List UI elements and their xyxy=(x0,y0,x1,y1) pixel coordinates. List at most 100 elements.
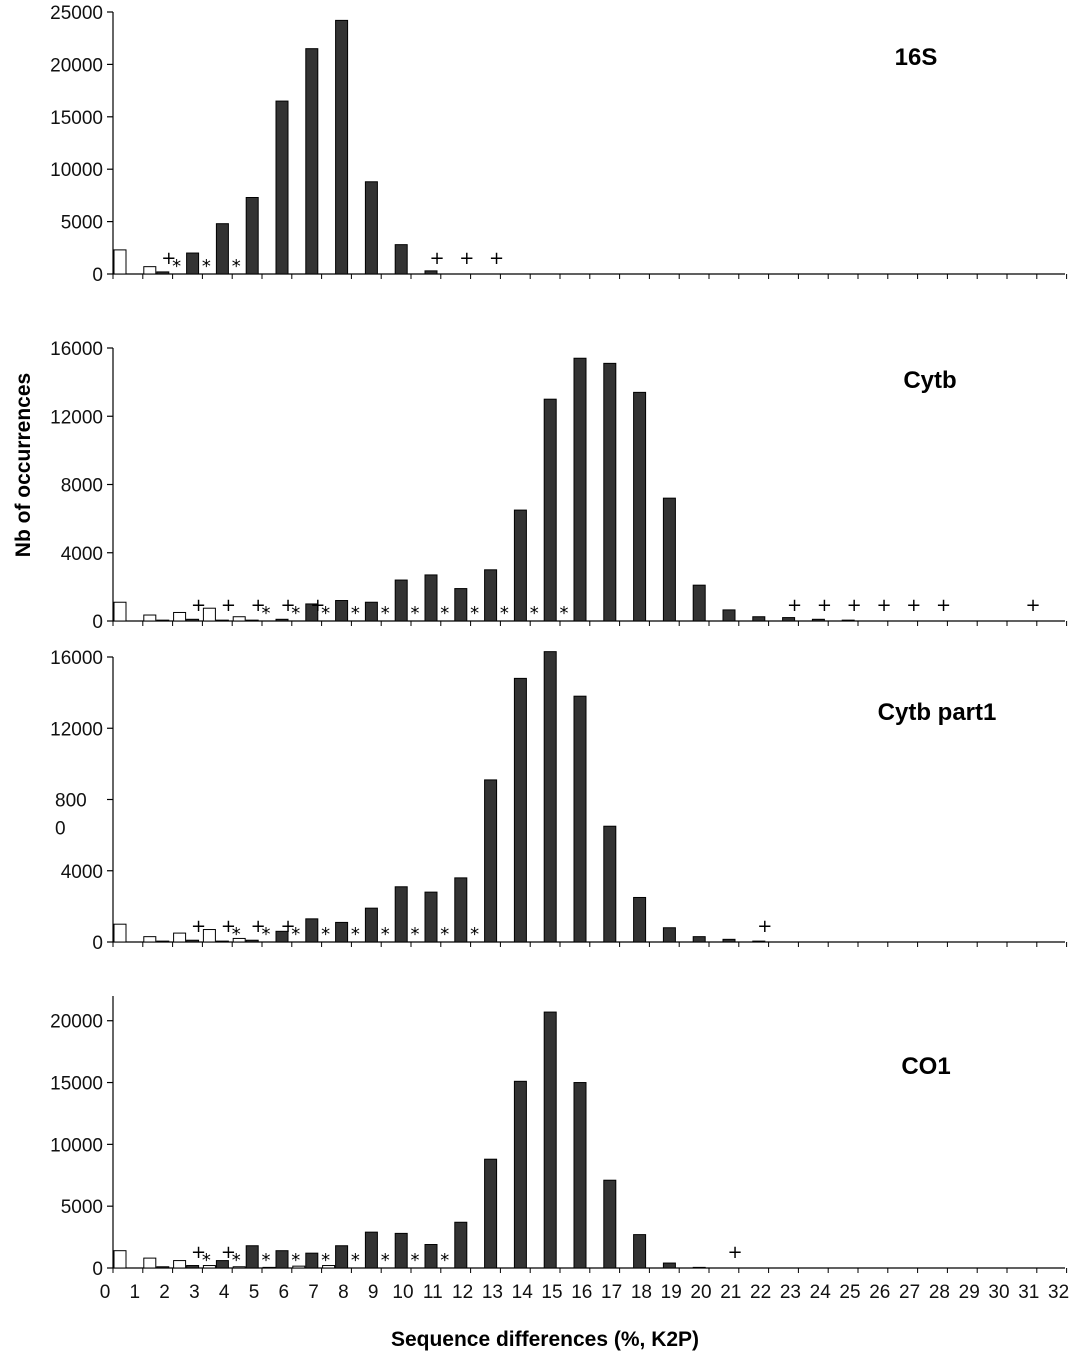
bar-open xyxy=(292,1265,306,1269)
star-marker: * xyxy=(440,924,449,945)
x-tick-label: 9 xyxy=(368,1282,379,1303)
bar-filled xyxy=(215,1260,229,1269)
x-tick-label: 7 xyxy=(308,1282,319,1303)
x-tick-label: 20 xyxy=(690,1282,711,1303)
bar-open xyxy=(202,929,216,943)
star-marker: * xyxy=(381,603,390,624)
bar-filled xyxy=(513,677,527,943)
star-marker: * xyxy=(530,603,539,624)
bar-filled xyxy=(573,357,587,622)
bar-filled xyxy=(722,609,736,622)
bar-open xyxy=(113,601,127,622)
plus-marker: + xyxy=(787,595,802,616)
star-marker: * xyxy=(470,924,479,945)
y-tick-label: 12000 xyxy=(50,407,103,428)
bar-filled xyxy=(215,619,229,622)
x-tick-label: 0 xyxy=(100,1282,111,1303)
x-tick-label: 26 xyxy=(869,1282,890,1303)
bar-filled xyxy=(394,1232,408,1269)
bar-filled xyxy=(245,619,259,622)
star-marker: * xyxy=(232,1250,241,1271)
bar-filled xyxy=(424,1244,438,1269)
y-tick-label: 10000 xyxy=(50,1135,103,1156)
bar-open xyxy=(232,937,246,943)
star-marker: * xyxy=(291,924,300,945)
panel-title: 16S xyxy=(895,44,938,71)
bar-open xyxy=(173,932,187,943)
x-axis-label: Sequence differences (%, K2P) xyxy=(391,1328,699,1351)
y-tick-label: 0 xyxy=(92,612,103,633)
bar-filled xyxy=(156,1266,170,1269)
star-marker: * xyxy=(351,1250,360,1271)
panel-title: Cytb xyxy=(903,367,956,394)
y-tick-label: 12000 xyxy=(50,719,103,740)
bar-filled xyxy=(782,617,796,622)
bar-filled xyxy=(364,181,378,275)
star-marker: * xyxy=(381,1250,390,1271)
bar-filled xyxy=(156,619,170,622)
bar-filled xyxy=(454,1221,468,1269)
plus-marker: + xyxy=(191,1242,206,1263)
star-marker: * xyxy=(262,924,271,945)
x-tick-label: 24 xyxy=(810,1282,832,1303)
plus-marker: + xyxy=(847,595,862,616)
star-marker: * xyxy=(440,1250,449,1271)
bar-filled xyxy=(424,574,438,622)
bar-filled xyxy=(305,1252,319,1269)
y-axis-label: Nb of occurrences xyxy=(12,373,35,557)
star-marker: * xyxy=(411,603,420,624)
x-tick-label: 4 xyxy=(219,1282,230,1303)
bar-filled xyxy=(662,927,676,943)
star-marker: * xyxy=(262,1250,271,1271)
y-tick-label: 0 xyxy=(92,1259,103,1280)
y-tick-label: 800 xyxy=(55,791,87,812)
plus-marker: + xyxy=(936,595,951,616)
bar-open xyxy=(143,936,157,943)
y-tick-label: 10000 xyxy=(50,160,103,181)
plus-marker: + xyxy=(310,595,325,616)
bar-filled xyxy=(335,921,349,943)
bar-filled xyxy=(394,579,408,622)
star-marker: * xyxy=(291,1250,300,1271)
bar-filled xyxy=(335,19,349,275)
star-marker: * xyxy=(381,924,390,945)
bar-filled xyxy=(722,938,736,943)
star-marker: * xyxy=(560,603,569,624)
bar-filled xyxy=(513,1080,527,1269)
y-tick-label: 15000 xyxy=(50,108,103,129)
bar-filled xyxy=(186,618,200,622)
x-tick-label: 21 xyxy=(720,1282,741,1303)
star-marker: * xyxy=(202,1250,211,1271)
bar-filled xyxy=(752,940,766,943)
bar-filled xyxy=(305,603,319,622)
bar-filled xyxy=(662,1262,676,1269)
bar-filled xyxy=(543,651,557,943)
y-tick-label: 5000 xyxy=(61,1197,103,1218)
bar-filled xyxy=(186,939,200,943)
bar-filled xyxy=(275,1250,289,1269)
bar-filled xyxy=(335,1245,349,1269)
bar-filled xyxy=(245,196,259,275)
x-tick-label: 18 xyxy=(631,1282,652,1303)
x-tick-label: 10 xyxy=(392,1282,413,1303)
plus-marker: + xyxy=(191,595,206,616)
bar-filled xyxy=(245,939,259,943)
bar-open xyxy=(143,614,157,622)
bar-filled xyxy=(275,618,289,622)
star-marker: * xyxy=(321,924,330,945)
x-tick-label: 31 xyxy=(1018,1282,1039,1303)
bar-open xyxy=(202,1265,216,1269)
star-marker: * xyxy=(232,256,241,277)
bar-filled xyxy=(364,1231,378,1269)
bar-filled xyxy=(692,1266,706,1269)
bar-filled xyxy=(573,695,587,943)
plus-marker: + xyxy=(429,248,444,269)
bar-filled xyxy=(424,270,438,275)
x-tick-label: 29 xyxy=(959,1282,980,1303)
bar-open xyxy=(113,923,127,943)
y-tick-label: 4000 xyxy=(61,862,103,883)
bar-open xyxy=(262,1266,276,1269)
star-marker: * xyxy=(470,603,479,624)
